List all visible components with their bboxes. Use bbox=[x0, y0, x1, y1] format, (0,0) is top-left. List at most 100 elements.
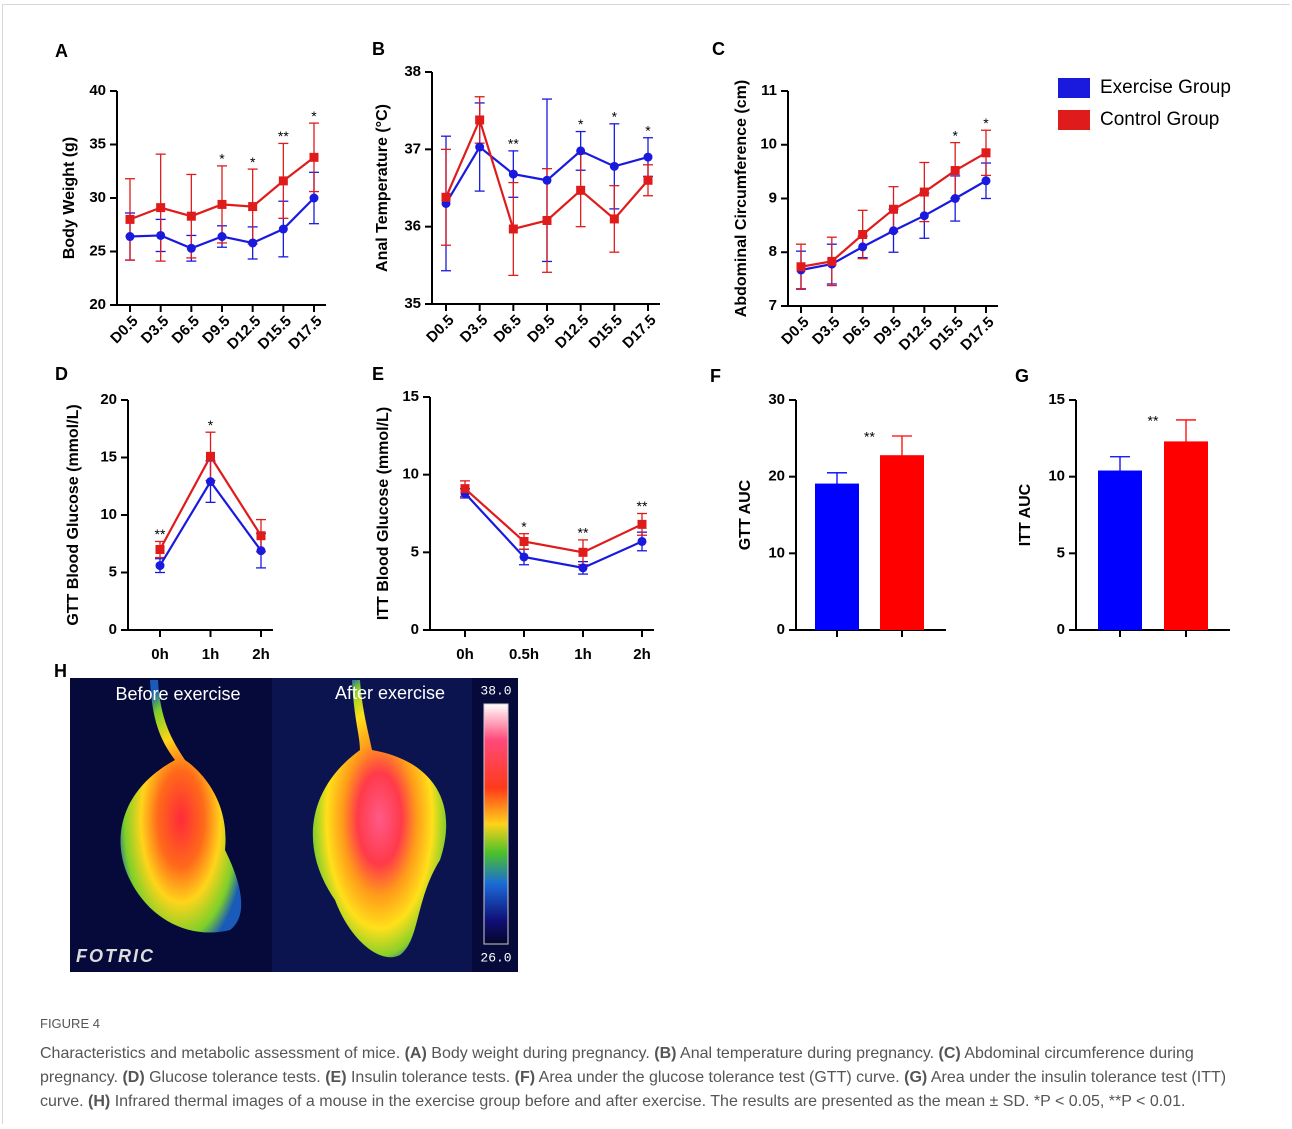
y-tick-label: 0 bbox=[411, 621, 419, 638]
point bbox=[519, 536, 529, 546]
y-tick-label: 20 bbox=[100, 391, 117, 408]
y-axis-label: ITT Blood Glucose (mmol/L) bbox=[375, 407, 392, 620]
panel-letter: E bbox=[372, 364, 384, 384]
x-tick-label: D17.5 bbox=[619, 312, 659, 352]
point bbox=[919, 211, 929, 221]
y-tick-label: 10 bbox=[100, 506, 117, 523]
y-tick-label: 15 bbox=[1048, 391, 1065, 408]
significance: * bbox=[983, 115, 989, 131]
y-tick-label: 40 bbox=[89, 82, 106, 99]
point bbox=[576, 146, 586, 156]
bar bbox=[815, 483, 859, 630]
y-tick-label: 5 bbox=[411, 543, 419, 560]
point bbox=[858, 242, 868, 252]
caption-text: Area under the insulin tolerance test (I… bbox=[40, 1069, 1227, 1110]
y-tick-label: 9 bbox=[769, 189, 777, 206]
bar bbox=[880, 455, 924, 630]
y-axis-label: GTT AUC bbox=[737, 479, 754, 550]
caption-key: (H) bbox=[88, 1093, 111, 1110]
point bbox=[950, 194, 960, 203]
point bbox=[125, 214, 135, 224]
caption-key: (E) bbox=[325, 1069, 347, 1086]
point bbox=[125, 232, 135, 242]
panel-letter: G bbox=[1015, 366, 1029, 386]
y-tick-label: 20 bbox=[89, 296, 106, 313]
x-tick-label: D17.5 bbox=[957, 314, 997, 354]
significance: * bbox=[208, 417, 214, 433]
caption-key: (G) bbox=[904, 1069, 928, 1086]
caption-text: Body weight during pregnancy. bbox=[431, 1045, 650, 1062]
thermal-image: 38.0 26.0 Before exercise After exercise… bbox=[54, 661, 518, 972]
significance: ** bbox=[864, 429, 875, 445]
x-tick-label: D0.5 bbox=[778, 314, 812, 348]
y-tick-label: 0 bbox=[1057, 621, 1065, 638]
point bbox=[919, 187, 929, 197]
y-tick-label: 8 bbox=[769, 243, 777, 260]
point bbox=[889, 204, 898, 214]
point bbox=[542, 215, 552, 225]
y-tick-label: 10 bbox=[760, 136, 777, 153]
y-tick-label: 15 bbox=[402, 388, 419, 405]
point bbox=[217, 232, 227, 242]
point bbox=[609, 214, 619, 224]
y-tick-label: 5 bbox=[109, 563, 117, 580]
x-tick-label: D12.5 bbox=[896, 314, 936, 354]
point bbox=[858, 230, 868, 240]
x-tick-label: D3.5 bbox=[138, 313, 172, 347]
figure: 38.0 26.0 Before exercise After exercise… bbox=[54, 39, 1231, 972]
panel: B Anal Temperature (°C) 35 36 37 38 D0.5 D3.5 D6… bbox=[372, 39, 660, 352]
point bbox=[155, 545, 165, 554]
point bbox=[156, 203, 166, 213]
point bbox=[576, 185, 586, 195]
x-tick-label: 2h bbox=[252, 646, 270, 663]
significance: ** bbox=[1148, 413, 1159, 429]
before-label: Before exercise bbox=[115, 684, 240, 704]
point bbox=[186, 243, 196, 253]
point bbox=[309, 193, 319, 203]
point bbox=[508, 169, 518, 179]
point bbox=[796, 262, 806, 272]
significance: ** bbox=[637, 498, 648, 514]
point bbox=[475, 142, 485, 152]
point bbox=[542, 175, 552, 185]
significance: * bbox=[952, 127, 958, 143]
point bbox=[186, 211, 196, 221]
point bbox=[981, 148, 991, 158]
line bbox=[464, 492, 643, 570]
point bbox=[981, 176, 991, 186]
panel-letter: D bbox=[55, 364, 68, 384]
mouse-after bbox=[312, 680, 447, 958]
y-tick-label: 7 bbox=[769, 297, 777, 314]
frame bbox=[2, 4, 1290, 1124]
y-tick-label: 25 bbox=[89, 242, 106, 259]
x-tick-label: D3.5 bbox=[809, 314, 843, 348]
x-tick-label: 1h bbox=[574, 646, 592, 663]
point bbox=[309, 152, 319, 162]
panel: D GTT Blood Glucose (mmol/L) 0 5 10 15 20 0h 1h 2… bbox=[55, 364, 273, 663]
x-tick-label: D12.5 bbox=[552, 312, 592, 352]
point bbox=[256, 546, 266, 556]
caption-key: (F) bbox=[514, 1069, 536, 1086]
significance: * bbox=[612, 109, 618, 125]
point bbox=[155, 561, 165, 571]
x-tick-label: D17.5 bbox=[285, 313, 325, 353]
bar bbox=[1098, 470, 1142, 630]
significance: ** bbox=[508, 136, 519, 152]
panel: F GTT AUC 0 10 20 30 ** bbox=[710, 366, 946, 638]
caption-key: (B) bbox=[654, 1045, 677, 1062]
point bbox=[950, 166, 960, 176]
caption-text: The results are presented as the mean ± … bbox=[710, 1093, 1186, 1110]
y-tick-label: 5 bbox=[1057, 544, 1065, 561]
caption-text: Glucose tolerance tests. bbox=[149, 1069, 321, 1086]
significance: ** bbox=[578, 525, 589, 541]
x-tick-label: D12.5 bbox=[224, 313, 264, 353]
panel-letter: H bbox=[54, 661, 67, 681]
caption-label: FIGURE 4 bbox=[40, 1016, 100, 1031]
y-tick-label: 0 bbox=[109, 621, 117, 638]
y-tick-label: 10 bbox=[768, 544, 785, 561]
caption-text: Insulin tolerance tests. bbox=[350, 1069, 511, 1086]
x-tick-label: D3.5 bbox=[457, 312, 491, 346]
point bbox=[827, 256, 837, 266]
line bbox=[464, 487, 643, 554]
